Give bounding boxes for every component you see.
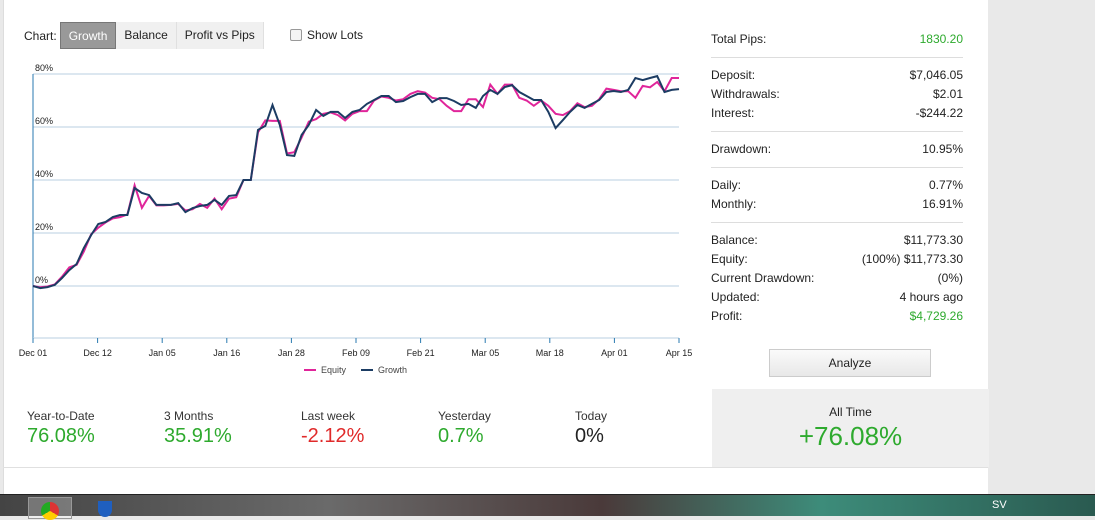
- y-tick-label: 20%: [35, 222, 53, 232]
- y-tick-label: 0%: [35, 275, 48, 285]
- stat-value: 10.95%: [922, 142, 963, 156]
- stat-label: Monthly:: [711, 197, 757, 211]
- stat-label: Withdrawals:: [711, 87, 780, 101]
- stat-current-drawdown: Current Drawdown: (0%): [711, 269, 963, 288]
- stat-value: 16.91%: [922, 197, 963, 211]
- language-indicator[interactable]: SV: [992, 499, 1007, 511]
- period-returns: Year-to-Date 76.08% 3 Months 35.91% Last w…: [27, 409, 712, 448]
- y-tick-label: 60%: [35, 116, 53, 126]
- all-time-box: All Time +76.08%: [712, 389, 989, 467]
- y-tick-label: 40%: [35, 169, 53, 179]
- stat-profit: Profit: $4,729.26: [711, 307, 963, 326]
- period-value: -2.12%: [301, 425, 365, 447]
- x-tick-label: Jan 16: [213, 348, 240, 358]
- stat-label: Daily:: [711, 178, 742, 192]
- stat-label: Interest:: [711, 106, 755, 120]
- stat-value: (100%) $11,773.30: [861, 252, 963, 266]
- period-label: 3 Months: [164, 409, 214, 423]
- x-tick-label: Dec 12: [83, 348, 112, 358]
- stat-value: $7,046.05: [909, 68, 963, 82]
- period-value: 76.08%: [27, 425, 95, 447]
- series-line-growth: [32, 74, 680, 290]
- period-yesterday: Yesterday 0.7%: [438, 409, 575, 448]
- period-label: Year-to-Date: [27, 409, 95, 423]
- x-tick-label: Dec 01: [19, 348, 48, 358]
- all-time-value: +76.08%: [798, 421, 903, 451]
- stat-value: -$244.22: [915, 106, 963, 120]
- stat-label: Updated:: [711, 290, 760, 304]
- chart-label: Chart:: [24, 28, 57, 43]
- divider: [711, 131, 963, 132]
- stat-total-pips: Total Pips: 1830.20: [711, 30, 963, 49]
- stats-panel: Total Pips: 1830.20 Deposit: $7,046.05 Wit…: [711, 30, 963, 326]
- stat-deposit: Deposit: $7,046.05: [711, 66, 963, 85]
- stat-label: Current Drawdown:: [711, 271, 815, 285]
- stat-updated: Updated: 4 hours ago: [711, 288, 963, 307]
- stat-balance: Balance: $11,773.30: [711, 231, 963, 250]
- chart-type-selector: Chart: Growth Balance Profit vs Pips: [24, 22, 264, 49]
- stat-value: 0.77%: [928, 178, 963, 192]
- stat-label: Profit:: [711, 309, 743, 323]
- page: Chart: Growth Balance Profit vs Pips Sho…: [3, 0, 989, 494]
- stat-label: Drawdown:: [711, 142, 772, 156]
- tab-profit-vs-pips[interactable]: Profit vs Pips: [176, 22, 264, 49]
- growth-chart[interactable]: 80% 60% 40% 20% 0% Dec 01 Dec 12 Jan 05 Jan 16 Ja…: [4, 60, 704, 380]
- show-lots-checkbox[interactable]: [290, 29, 302, 41]
- stat-label: Total Pips:: [711, 32, 767, 46]
- stat-drawdown: Drawdown: 10.95%: [711, 140, 963, 159]
- tab-growth[interactable]: Growth: [59, 22, 117, 49]
- stat-value: $4,729.26: [909, 309, 963, 323]
- series-line-equity: [32, 77, 679, 289]
- tab-balance[interactable]: Balance: [116, 22, 177, 49]
- divider: [3, 467, 988, 468]
- period-3-months: 3 Months 35.91%: [164, 409, 301, 448]
- legend-label-growth: Growth: [378, 365, 407, 375]
- divider: [711, 222, 963, 223]
- divider: [711, 167, 963, 168]
- x-tick-label: Feb 09: [342, 348, 370, 358]
- period-ytd: Year-to-Date 76.08%: [27, 409, 164, 448]
- x-tick-label: Mar 18: [536, 348, 564, 358]
- x-tick-label: Jan 05: [149, 348, 176, 358]
- show-lots-label: Show Lots: [307, 28, 364, 42]
- period-value: 35.91%: [164, 425, 232, 447]
- period-today: Today 0%: [575, 409, 712, 448]
- stat-label: Equity:: [711, 252, 748, 266]
- x-tick-label: Apr 01: [601, 348, 628, 358]
- show-lots-toggle[interactable]: Show Lots: [290, 28, 363, 42]
- period-value: 0.7%: [438, 425, 484, 447]
- stat-label: Balance:: [711, 233, 758, 247]
- period-last-week: Last week -2.12%: [301, 409, 438, 448]
- stat-daily: Daily: 0.77%: [711, 176, 963, 195]
- period-label: Today: [575, 409, 608, 423]
- x-tick-label: Apr 15: [666, 348, 693, 358]
- shield-icon[interactable]: [98, 501, 112, 517]
- all-time-label: All Time: [829, 405, 872, 419]
- stat-label: Deposit:: [711, 68, 756, 82]
- stat-value: 4 hours ago: [899, 290, 963, 304]
- stat-equity: Equity: (100%) $11,773.30: [711, 250, 963, 269]
- x-tick-label: Jan 28: [278, 348, 305, 358]
- taskbar: SV: [0, 494, 1095, 520]
- x-tick-label: Feb 21: [407, 348, 435, 358]
- chrome-icon: [41, 502, 59, 520]
- x-tick-label: Mar 05: [471, 348, 499, 358]
- stat-withdrawals: Withdrawals: $2.01: [711, 85, 963, 104]
- period-value: 0%: [575, 425, 604, 447]
- stat-value: (0%): [937, 271, 963, 285]
- stat-monthly: Monthly: 16.91%: [711, 195, 963, 214]
- stat-value: $2.01: [932, 87, 963, 101]
- period-label: Yesterday: [438, 409, 491, 423]
- stat-value: 1830.20: [919, 32, 963, 46]
- legend-label-equity: Equity: [321, 365, 347, 375]
- stat-value: $11,773.30: [903, 233, 963, 247]
- divider: [711, 57, 963, 58]
- period-label: Last week: [301, 409, 356, 423]
- stat-interest: Interest: -$244.22: [711, 104, 963, 123]
- analyze-button[interactable]: Analyze: [769, 349, 931, 377]
- y-tick-label: 80%: [35, 63, 53, 73]
